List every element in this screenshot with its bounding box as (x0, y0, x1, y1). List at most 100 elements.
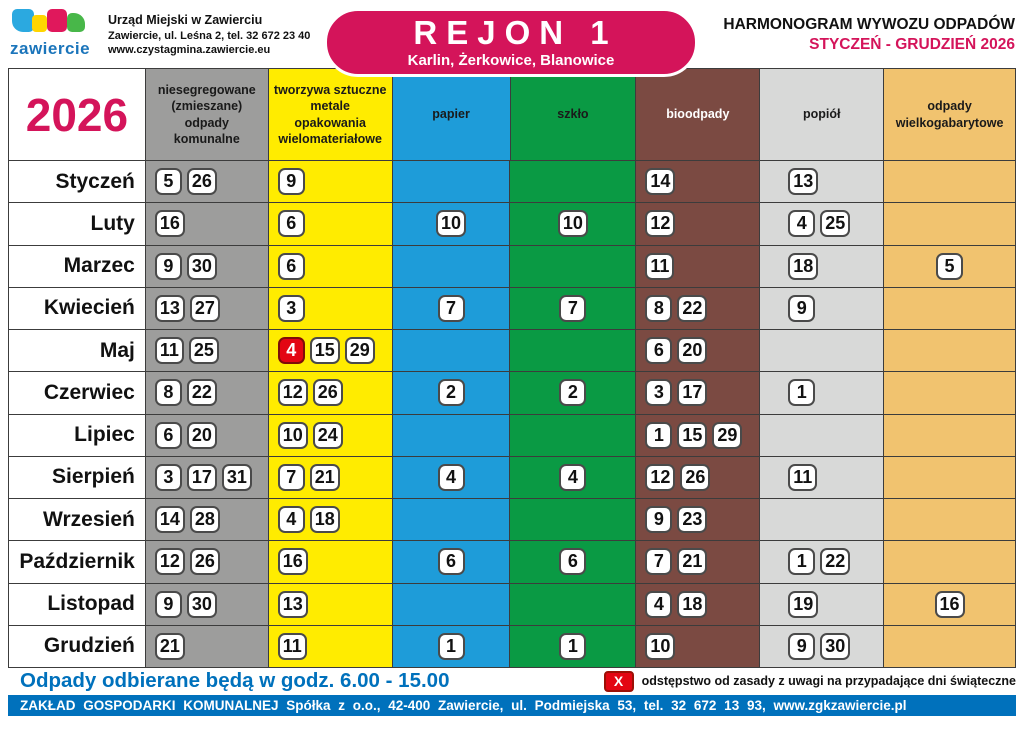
schedule-period: STYCZEŃ - GRUDZIEŃ 2026 (809, 36, 1015, 53)
date-chip: 3 (154, 463, 182, 491)
date-chip: 26 (680, 463, 711, 491)
month-row: Sierpień 3 17 31 7 21 4 4 12 26 11 (9, 456, 1016, 499)
date-chip: 6 (277, 210, 305, 238)
date-chip: 4 (788, 210, 816, 238)
cell-tworzywa: 3 (268, 287, 393, 330)
date-chip-holiday-shift: 4 (277, 337, 305, 365)
column-header-bio: bioodpady (636, 69, 761, 161)
holiday-legend-text: odstępstwo od zasady z uwagi na przypada… (641, 674, 1016, 688)
date-chip: 17 (677, 379, 708, 407)
date-chip: 1 (559, 632, 587, 660)
date-chip: 1 (788, 548, 816, 576)
cell-szklo (510, 245, 637, 288)
month-label: Styczeń (9, 161, 146, 204)
month-row: Styczeń 5 26 9 14 13 (9, 161, 1016, 204)
logo-puzzle-piece-pink (47, 9, 67, 32)
cell-papier (392, 330, 511, 373)
date-chip: 23 (677, 506, 708, 534)
cell-bio: 4 18 (636, 583, 761, 626)
date-chip: 5 (936, 252, 964, 280)
cell-szklo: 7 (510, 287, 637, 330)
column-header-szklo: szkło (510, 69, 637, 161)
month-label: Luty (9, 203, 146, 246)
cell-tworzywa: 13 (268, 583, 393, 626)
cell-zmieszane: 12 26 (145, 541, 269, 584)
cell-tworzywa: 9 (268, 161, 393, 204)
month-label: Grudzień (9, 625, 146, 668)
column-header-zmieszane: niesegregowane (zmieszane) odpady komuna… (145, 69, 269, 161)
cell-gabaryty: 16 (884, 583, 1016, 626)
cell-gabaryty (884, 372, 1016, 415)
cell-gabaryty (884, 330, 1016, 373)
logo-wordmark: zawiercie (10, 39, 91, 58)
date-chip: 11 (154, 337, 184, 365)
cell-tworzywa: 16 (268, 541, 393, 584)
company-info-text: ZAKŁAD GOSPODARKI KOMUNALNEJ Spółka z o.… (20, 698, 907, 713)
month-row: Kwiecień 13 27 3 7 7 8 22 9 (9, 287, 1016, 330)
date-chip: 12 (277, 379, 308, 407)
cell-szklo: 1 (510, 625, 637, 668)
date-chip: 7 (559, 294, 587, 322)
date-chip: 5 (154, 168, 182, 196)
region-title: REJON 1 (413, 14, 618, 51)
date-chip: 18 (788, 252, 819, 280)
cell-popiol: 4 25 (760, 203, 885, 246)
date-chip: 27 (189, 294, 220, 322)
schedule-table: 2026 niesegregowane (zmieszane) odpady k… (8, 68, 1016, 668)
date-chip: 12 (645, 210, 676, 238)
cell-papier: 10 (392, 203, 511, 246)
date-chip: 10 (557, 210, 588, 238)
holiday-legend: X odstępstwo od zasady z uwagi na przypa… (603, 670, 1016, 692)
office-address-block: Urząd Miejski w Zawierciu Zawiercie, ul.… (108, 12, 310, 58)
date-chip: 10 (277, 421, 308, 449)
cell-popiol: 18 (760, 245, 885, 288)
date-chip: 8 (154, 379, 182, 407)
date-chip: 30 (186, 590, 217, 618)
date-chip: 28 (189, 506, 220, 534)
cell-szklo: 10 (510, 203, 637, 246)
cell-tworzywa: 10 24 (268, 414, 393, 457)
date-chip: 11 (788, 463, 818, 491)
cell-popiol (760, 499, 885, 542)
column-header-gabaryty: odpady wielkogabarytowe (884, 69, 1016, 161)
date-chip: 7 (645, 548, 673, 576)
region-localities: Karlin, Żerkowice, Blanowice (407, 52, 615, 69)
cell-popiol (760, 330, 885, 373)
date-chip: 3 (645, 379, 673, 407)
cell-bio: 12 26 (636, 456, 761, 499)
date-chip: 26 (186, 168, 217, 196)
office-website: www.czystagmina.zawiercie.eu (108, 44, 271, 57)
cell-tworzywa: 4 18 (268, 499, 393, 542)
cell-popiol: 9 30 (760, 625, 885, 668)
cell-bio: 6 20 (636, 330, 761, 373)
cell-papier: 2 (392, 372, 511, 415)
date-chip: 2 (559, 379, 587, 407)
cell-zmieszane: 8 22 (145, 372, 269, 415)
date-chip: 29 (712, 421, 743, 449)
date-chip: 13 (788, 168, 819, 196)
cell-gabaryty (884, 203, 1016, 246)
logo-puzzle-piece-green (67, 13, 85, 32)
month-row: Marzec 9 30 6 11 18 5 (9, 245, 1016, 288)
date-chip: 11 (277, 632, 307, 660)
column-header-tworzywa: tworzywa sztuczne metale opakowania wiel… (268, 69, 393, 161)
date-chip: 6 (645, 337, 673, 365)
schedule-heading-block: HARMONOGRAM WYWOZU ODPADÓW STYCZEŃ - GRU… (723, 16, 1015, 54)
cell-bio: 1 15 29 (636, 414, 761, 457)
date-chip: 6 (559, 548, 587, 576)
date-chip: 12 (645, 463, 676, 491)
date-chip: 26 (189, 548, 220, 576)
cell-papier: 7 (392, 287, 511, 330)
date-chip: 16 (277, 548, 308, 576)
month-row: Listopad 9 30 13 4 18 19 16 (9, 583, 1016, 626)
cell-papier (392, 161, 511, 204)
cell-tworzywa: 7 21 (268, 456, 393, 499)
zawiercie-logo: zawiercie (10, 6, 106, 59)
cell-gabaryty (884, 287, 1016, 330)
date-chip: 16 (934, 590, 965, 618)
cell-szklo: 6 (510, 541, 637, 584)
cell-zmieszane: 6 20 (145, 414, 269, 457)
logo-puzzle-piece-yellow (32, 15, 47, 32)
office-name: Urząd Miejski w Zawierciu (108, 13, 263, 27)
month-label: Wrzesień (9, 499, 146, 542)
